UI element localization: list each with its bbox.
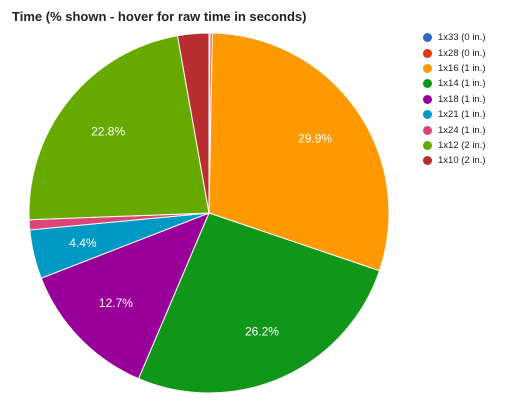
slice-data-label: 12.7% [99, 296, 133, 310]
legend-item[interactable]: 1x10 (2 in.) [423, 153, 486, 168]
legend-label: 1x16 (1 in.) [438, 62, 486, 74]
chart-title: Time (% shown - hover for raw time in se… [12, 9, 307, 24]
legend-label: 1x28 (0 in.) [438, 47, 486, 59]
legend-item[interactable]: 1x33 (0 in.) [423, 30, 486, 45]
legend-item[interactable]: 1x24 (1 in.) [423, 122, 486, 137]
legend-swatch [423, 140, 432, 150]
legend-item[interactable]: 1x12 (2 in.) [423, 138, 486, 153]
legend-swatch [423, 125, 432, 135]
legend-label: 1x10 (2 in.) [438, 155, 486, 167]
legend-item[interactable]: 1x28 (0 in.) [423, 45, 486, 60]
legend-swatch [423, 48, 432, 58]
legend-label: 1x18 (1 in.) [438, 93, 486, 105]
legend-label: 1x24 (1 in.) [438, 124, 486, 136]
slice-data-label: 29.9% [298, 131, 332, 145]
pie-slice-1x12[interactable] [28, 35, 210, 221]
legend-swatch [423, 63, 432, 73]
legend-item[interactable]: 1x18 (1 in.) [423, 92, 486, 107]
legend-item[interactable]: 1x14 (1 in.) [423, 76, 486, 91]
legend-swatch [423, 94, 432, 104]
pie-slice-1x10[interactable] [176, 32, 210, 214]
pie-slice-1x14[interactable] [137, 212, 381, 394]
legend-label: 1x21 (1 in.) [438, 109, 486, 121]
legend-item[interactable]: 1x16 (1 in.) [423, 61, 486, 76]
slice-data-label: 26.2% [245, 324, 279, 338]
legend-swatch [423, 110, 432, 120]
legend-label: 1x14 (1 in.) [438, 78, 486, 90]
legend-swatch [423, 79, 432, 89]
legend-label: 1x12 (2 in.) [438, 139, 486, 151]
slice-data-label: 22.8% [91, 125, 125, 139]
legend: 1x33 (0 in.) 1x28 (0 in.) 1x16 (1 in.) 1x14… [423, 30, 486, 169]
pie-slice-1x18[interactable] [40, 212, 210, 380]
legend-label: 1x33 (0 in.) [438, 32, 486, 44]
legend-swatch [423, 33, 432, 43]
pie-slice-1x16[interactable] [208, 32, 390, 272]
legend-swatch [423, 156, 432, 166]
legend-item[interactable]: 1x21 (1 in.) [423, 107, 486, 122]
slice-data-label: 4.4% [69, 236, 97, 250]
